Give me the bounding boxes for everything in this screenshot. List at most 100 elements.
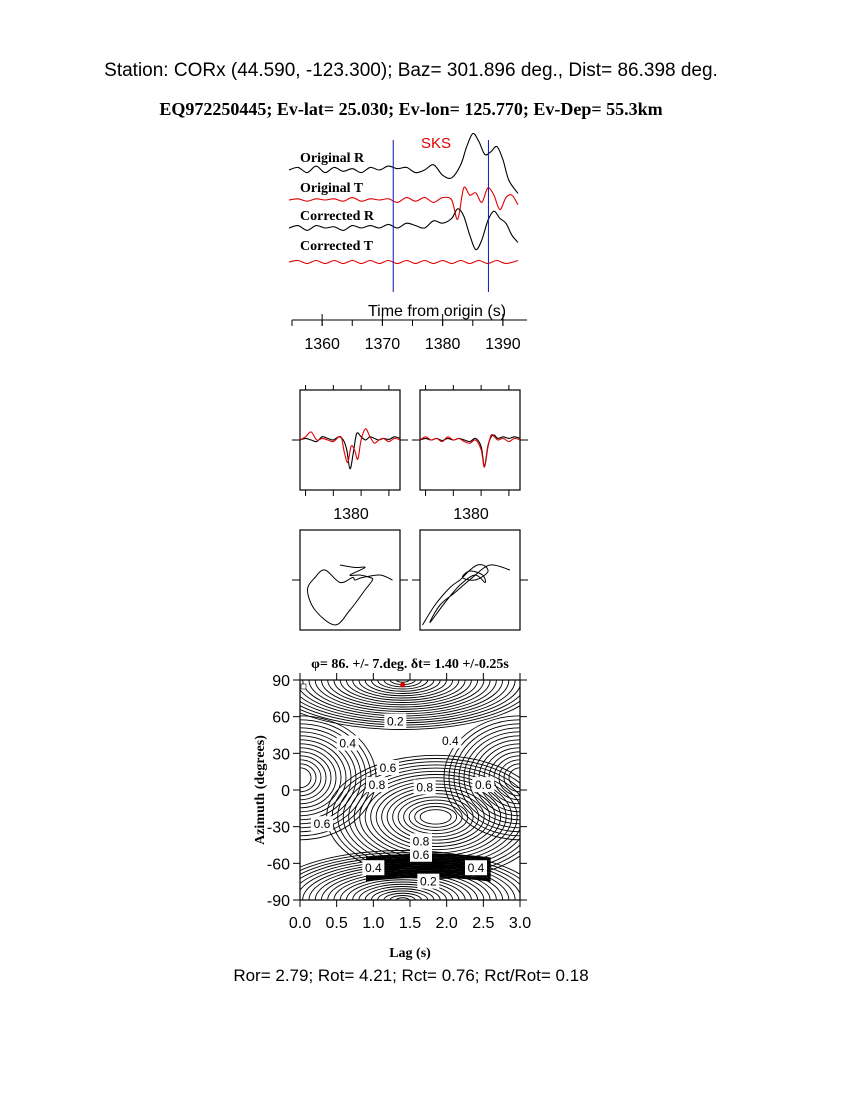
contour-label-background — [311, 816, 333, 832]
energy-contour — [414, 806, 458, 828]
event-info-subtitle: EQ972250445; Ev-lat= 25.030; Ev-lon= 125… — [159, 99, 662, 119]
contour-label-background — [410, 846, 432, 862]
energy-contour — [300, 727, 362, 829]
energy-contour — [300, 751, 332, 805]
contour-label-background — [439, 733, 462, 749]
azimuth-axis-tick-label: 90 — [272, 673, 290, 690]
energy-contour — [345, 680, 460, 701]
energy-contour — [395, 680, 410, 683]
energy-contour — [300, 755, 327, 801]
energy-contour — [300, 743, 342, 813]
energy-grid-panel: φ= 86. +/- 7.deg. δt= 1.40 +/-0.25s 0.0 0… — [253, 657, 531, 961]
contour-label-background — [366, 777, 388, 793]
superposition-trace-2 — [419, 433, 521, 468]
contour-label-background — [362, 860, 385, 876]
lag-axis-tick-label: 0.0 — [289, 915, 311, 932]
energy-contour — [463, 731, 520, 825]
sks-phase-label: SKS — [421, 135, 451, 152]
azimuth-axis-tick-label: 60 — [272, 710, 290, 727]
ratios-footer: Ror= 2.79; Rot= 4.21; Rct= 0.76; Rct/Rot… — [233, 966, 588, 985]
contour-label-background — [417, 873, 440, 889]
energy-contour — [443, 715, 520, 841]
energy-contour — [498, 759, 520, 797]
lag-axis-tick-label: 3.0 — [509, 915, 531, 932]
contour-label-background — [384, 713, 407, 729]
splitting-parameters-title: φ= 86. +/- 7.deg. δt= 1.40 +/-0.25s — [311, 657, 509, 672]
contour-label: 0.4 — [365, 861, 382, 875]
energy-contour — [352, 680, 454, 699]
waveform-panel: SKS Original R Original T Corrected R Co… — [288, 132, 527, 353]
contour-label-background — [472, 777, 495, 793]
particle-motion-before-frame — [299, 529, 401, 631]
energy-contour — [300, 739, 347, 817]
contour-label: 0.4 — [468, 861, 485, 875]
contour-label-background — [336, 735, 359, 751]
energy-contour — [453, 723, 520, 833]
contour-label: 0.8 — [369, 778, 386, 792]
energy-contour — [370, 888, 435, 900]
energy-contour — [377, 680, 429, 690]
energy-grid-ylabel: Azimuth (degrees) — [253, 735, 268, 845]
contour-label: 0.6 — [413, 848, 430, 862]
energy-contour — [408, 802, 463, 831]
station-info-title: Station: CORx (44.590, -123.300); Baz= 3… — [104, 60, 718, 81]
energy-contour — [358, 680, 447, 697]
trace-label-corrected-t: Corrected T — [300, 239, 374, 254]
time-axis-label: Time from origin (s) — [368, 303, 506, 320]
energy-contour — [339, 680, 466, 703]
waveform-trace-1 — [288, 132, 519, 194]
azimuth-axis-tick-label: 0 — [281, 783, 290, 800]
contour-label-background — [465, 860, 487, 876]
superposition-before-panel: 1380 — [292, 385, 408, 523]
contour-label: 0.4 — [442, 734, 459, 748]
energy-contour — [327, 680, 479, 708]
energy-contour — [300, 759, 322, 797]
lag-axis-tick-label: 1.5 — [399, 915, 421, 932]
energy-contour — [300, 767, 312, 789]
energy-grid-xlabel: Lag (s) — [389, 946, 431, 961]
energy-contour — [358, 883, 447, 900]
energy-contour — [503, 763, 520, 793]
superposition-after-tick-label: 1380 — [453, 506, 489, 523]
particle-motion-path — [306, 564, 393, 626]
contour-label: 0.8 — [416, 781, 433, 795]
energy-contour — [300, 763, 317, 793]
waveform-trace-4 — [288, 259, 519, 265]
lag-axis-tick-label: 2.5 — [472, 915, 494, 932]
lag-axis-tick-label: 2.0 — [436, 915, 458, 932]
superposition-trace-2 — [299, 428, 401, 464]
energy-contour — [352, 881, 454, 900]
trace-label-original-t: Original T — [300, 181, 364, 196]
azimuth-axis-tick-label: -90 — [267, 893, 290, 910]
energy-contour — [300, 850, 520, 875]
contour-label: 0.2 — [387, 715, 404, 729]
lag-axis-tick-label: 1.0 — [362, 915, 384, 932]
contour-label-background — [413, 779, 436, 795]
contour-label: 0.6 — [380, 761, 397, 775]
energy-contour — [300, 705, 520, 730]
energy-contour — [300, 852, 520, 880]
contour-label: 0.4 — [339, 737, 356, 751]
energy-contour — [300, 731, 357, 825]
energy-contour — [365, 872, 491, 879]
corner-marker — [300, 683, 307, 690]
energy-contour — [370, 680, 435, 692]
contour-label-background — [377, 760, 399, 775]
time-axis-tick-label: 1360 — [304, 336, 340, 353]
energy-contour — [395, 897, 410, 900]
superposition-before-tick-label: 1380 — [333, 506, 369, 523]
energy-contour — [458, 727, 520, 829]
energy-contour — [403, 799, 469, 835]
energy-contour — [468, 735, 520, 821]
time-axis-tick-label: 1380 — [425, 336, 461, 353]
particle-motion-after-panel — [412, 529, 528, 631]
particle-motion-path — [422, 564, 511, 626]
energy-contour — [320, 680, 485, 710]
energy-contour — [300, 735, 352, 821]
trace-label-original-r: Original R — [300, 151, 365, 166]
superposition-after-frame — [419, 389, 521, 491]
azimuth-axis-tick-label: -60 — [267, 856, 290, 873]
trace-label-corrected-r: Corrected R — [300, 209, 375, 224]
energy-contour — [508, 767, 520, 789]
